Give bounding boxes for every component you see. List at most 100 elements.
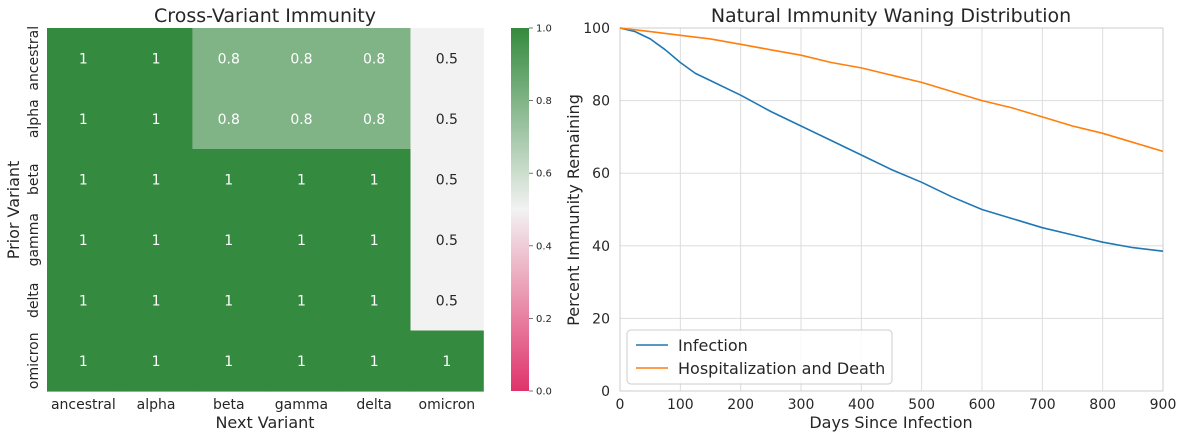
heatmap-cell-value: 1 xyxy=(79,293,88,309)
series-line-hospitalization xyxy=(619,27,1164,153)
y-ticklabel: 60 xyxy=(592,166,610,182)
heatmap-cell-value: 1 xyxy=(224,293,233,309)
heatmap-cell xyxy=(265,270,339,332)
heatmap-cell-value: 1 xyxy=(79,112,88,128)
heatmap-cell xyxy=(47,209,121,271)
heatmap-cell-value: 1 xyxy=(297,233,306,249)
line-chart-frame xyxy=(619,27,1164,392)
heatmap-cell xyxy=(119,149,193,211)
heatmap-cell xyxy=(192,149,266,211)
x-ticklabel: 800 xyxy=(1089,397,1116,413)
colorbar-ticklabel: 0.6 xyxy=(536,169,552,180)
heatmap-y-ticklabel: beta xyxy=(26,163,42,195)
heatmap-panel: Cross-Variant Immunity 1 1 0.8 0.8 0.8 0.5 1 1 0… xyxy=(4,5,552,432)
heatmap-cell-value: 0.5 xyxy=(436,293,458,309)
line-chart-legend: Infection Hospitalization and Death xyxy=(626,329,893,385)
heatmap-cell xyxy=(47,28,121,90)
heatmap-cell-value: 1 xyxy=(370,293,379,309)
heatmap-cell xyxy=(410,28,484,90)
heatmap-cell xyxy=(192,209,266,271)
line-chart-panel: Natural Immunity Waning Distribution 0 10… xyxy=(564,5,1176,432)
heatmap-cell xyxy=(410,270,484,332)
heatmap-cell-value: 0.8 xyxy=(290,112,312,128)
heatmap-ylabel: Prior Variant xyxy=(4,161,23,260)
heatmap-cell-value: 1 xyxy=(152,354,161,370)
heatmap-y-ticklabel: gamma xyxy=(26,213,42,266)
heatmap-cell xyxy=(337,28,412,90)
heatmap-cell xyxy=(337,149,412,211)
heatmap-x-ticklabel: delta xyxy=(356,397,391,413)
heatmap-cell xyxy=(337,270,412,332)
heatmap-cell xyxy=(47,330,121,392)
heatmap-cell-value: 0.5 xyxy=(436,172,458,188)
heatmap-cell xyxy=(410,330,484,392)
x-ticklabel: 200 xyxy=(727,397,754,413)
heatmap-cell-value: 1 xyxy=(224,354,233,370)
x-ticklabel: 0 xyxy=(616,397,625,413)
heatmap-cell-value: 1 xyxy=(152,51,161,67)
heatmap-cell-value: 0.8 xyxy=(218,112,240,128)
heatmap-cell xyxy=(337,88,412,150)
heatmap-cell xyxy=(47,149,121,211)
heatmap-cell-value: 1 xyxy=(152,233,161,249)
heatmap-cell-value: 1 xyxy=(370,354,379,370)
x-ticklabel: 400 xyxy=(848,397,875,413)
heatmap-cell xyxy=(337,330,412,392)
heatmap-cell-value: 1 xyxy=(297,354,306,370)
heatmap-y-ticklabel: omicron xyxy=(26,332,42,389)
heatmap-cell-value: 1 xyxy=(79,233,88,249)
heatmap-cell-value: 1 xyxy=(224,172,233,188)
x-ticklabel: 100 xyxy=(667,397,694,413)
heatmap-cell xyxy=(47,270,121,332)
line-chart-title: Natural Immunity Waning Distribution xyxy=(711,5,1071,27)
heatmap-cell xyxy=(119,209,193,271)
heatmap-cell-value: 0.5 xyxy=(436,233,458,249)
heatmap-cell-value: 1 xyxy=(224,233,233,249)
colorbar-ticklabel: 0.4 xyxy=(536,241,552,252)
heatmap-xlabel: Next Variant xyxy=(215,413,314,432)
heatmap-cell xyxy=(119,88,193,150)
line-chart-xlabel: Days Since Infection xyxy=(809,413,972,432)
heatmap-cell-value: 1 xyxy=(297,172,306,188)
legend-box xyxy=(626,329,893,385)
heatmap-x-ticklabel: omicron xyxy=(419,397,476,413)
heatmap-cell xyxy=(192,88,266,150)
colorbar-ticklabel: 1.0 xyxy=(536,24,552,35)
legend-label-hospitalization: Hospitalization and Death xyxy=(678,359,885,378)
line-chart-ylabel: Percent Immunity Remaining xyxy=(564,94,583,326)
colorbar-ticklabel: 0.0 xyxy=(536,387,552,398)
heatmap-x-ticklabel: beta xyxy=(213,397,245,413)
heatmap-cell-value: 0.8 xyxy=(218,51,240,67)
heatmap-cell xyxy=(265,209,339,271)
heatmap-cell xyxy=(192,330,266,392)
colorbar xyxy=(511,28,529,391)
heatmap-x-ticklabels: ancestral alpha beta gamma delta omicron xyxy=(51,397,475,413)
colorbar-ticklabels: 0.0 0.2 0.4 0.6 0.8 1.0 xyxy=(529,24,552,398)
heatmap-cell xyxy=(119,28,193,90)
heatmap-x-ticklabel: ancestral xyxy=(51,397,116,413)
heatmap-x-ticklabel: alpha xyxy=(137,397,176,413)
heatmap-cell-value: 1 xyxy=(370,172,379,188)
heatmap-cell-value: 0.5 xyxy=(436,51,458,67)
heatmap-y-ticklabel: ancestral xyxy=(26,26,42,91)
heatmap-y-ticklabels: ancestral alpha beta gamma delta omicron xyxy=(26,26,42,389)
heatmap-title: Cross-Variant Immunity xyxy=(154,5,376,27)
x-ticklabel: 600 xyxy=(969,397,996,413)
x-ticklabel: 500 xyxy=(908,397,935,413)
y-ticklabel: 100 xyxy=(583,21,610,37)
legend-label-infection: Infection xyxy=(678,336,748,355)
heatmap-cell xyxy=(119,330,193,392)
heatmap-cell xyxy=(265,88,339,150)
series-line-infection xyxy=(619,27,1164,252)
heatmap-cell xyxy=(192,270,266,332)
heatmap-cell xyxy=(265,28,339,90)
heatmap-cell xyxy=(265,330,339,392)
colorbar-ticklabel: 0.8 xyxy=(536,96,552,107)
heatmap-cell-value: 0.8 xyxy=(363,51,385,67)
heatmap-cell xyxy=(337,209,412,271)
heatmap-cell-value: 1 xyxy=(79,172,88,188)
heatmap-cell-value: 0.5 xyxy=(436,112,458,128)
colorbar-ticklabel: 0.2 xyxy=(536,314,552,325)
heatmap-cell xyxy=(265,149,339,211)
